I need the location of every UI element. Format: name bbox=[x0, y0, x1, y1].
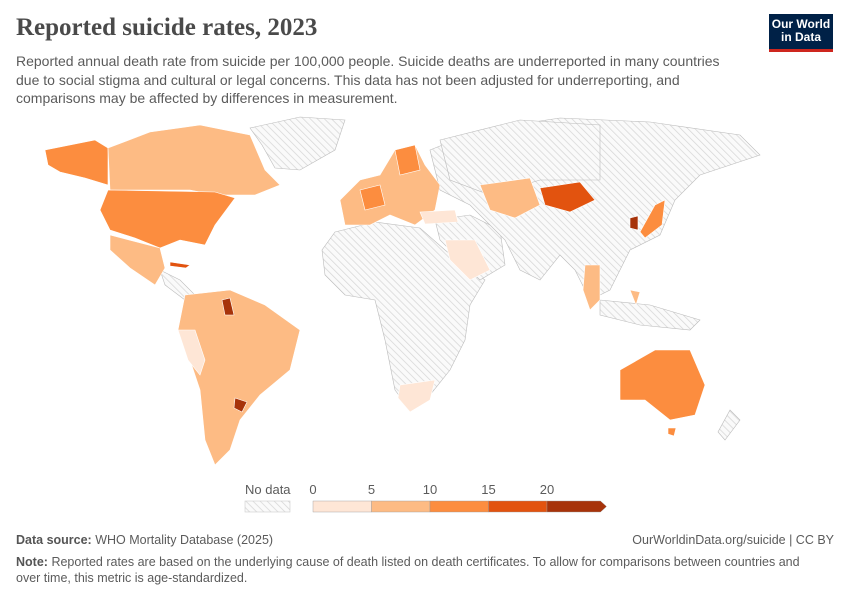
region-russia[interactable] bbox=[439, 119, 601, 196]
color-legend: No data 0 5 10 15 20 bbox=[244, 482, 607, 513]
region-kazakhstan[interactable] bbox=[479, 177, 541, 219]
region-tasmania[interactable] bbox=[667, 427, 677, 437]
data-source: Data source: WHO Mortality Database (202… bbox=[16, 533, 273, 547]
region-greenland[interactable] bbox=[249, 116, 346, 171]
region-saudi[interactable] bbox=[444, 239, 491, 281]
region-south-america[interactable] bbox=[177, 289, 301, 466]
region-alaska[interactable] bbox=[44, 139, 109, 186]
legend-tick-label: 0 bbox=[309, 482, 316, 497]
note: Note: Reported rates are based on the un… bbox=[16, 554, 816, 586]
legend-tick-label: 5 bbox=[368, 482, 375, 497]
legend-tick-label: 20 bbox=[540, 482, 554, 497]
region-thailand[interactable] bbox=[582, 264, 601, 311]
region-philippines[interactable] bbox=[629, 289, 641, 306]
note-label: Note: bbox=[16, 555, 48, 569]
region-mongolia[interactable] bbox=[539, 181, 596, 213]
legend-tick-label: 15 bbox=[481, 482, 495, 497]
region-australia[interactable] bbox=[619, 349, 706, 421]
region-cuba[interactable] bbox=[169, 261, 191, 269]
source-text: WHO Mortality Database (2025) bbox=[95, 533, 274, 547]
legend-tick-label: 10 bbox=[423, 482, 437, 497]
owid-logo[interactable]: Our World in Data bbox=[769, 14, 833, 52]
region-canada[interactable] bbox=[107, 124, 281, 196]
region-europe-high[interactable] bbox=[359, 144, 421, 211]
region-japan[interactable] bbox=[639, 199, 666, 239]
region-peru[interactable] bbox=[177, 329, 206, 376]
region-africa[interactable] bbox=[321, 221, 486, 411]
subtitle: Reported annual death rate from suicide … bbox=[16, 53, 720, 106]
credit-link[interactable]: OurWorldinData.org/suicide | CC BY bbox=[632, 533, 834, 547]
region-southeast-asia-islands[interactable] bbox=[599, 299, 701, 331]
legend-bin-4[interactable] bbox=[546, 500, 607, 513]
note-text: Reported rates are based on the underlyi… bbox=[16, 555, 800, 585]
region-turkey[interactable] bbox=[419, 209, 459, 225]
legend-bin-3[interactable] bbox=[488, 500, 548, 513]
region-mexico[interactable] bbox=[109, 234, 166, 286]
region-south-africa[interactable] bbox=[397, 379, 436, 413]
source-label: Data source: bbox=[16, 533, 92, 547]
legend-bin-1[interactable] bbox=[371, 500, 431, 513]
region-uruguay[interactable] bbox=[233, 397, 248, 413]
region-south-korea[interactable] bbox=[629, 215, 639, 231]
legend-bin-2[interactable] bbox=[429, 500, 489, 513]
region-usa[interactable] bbox=[99, 189, 236, 249]
legend-no-data-label: No data bbox=[245, 482, 291, 497]
legend-bin-0[interactable] bbox=[312, 500, 372, 513]
legend-no-data-swatch bbox=[244, 500, 291, 513]
page-title: Reported suicide rates, 2023 bbox=[16, 14, 318, 41]
world-map[interactable] bbox=[0, 110, 850, 475]
region-guyana[interactable] bbox=[221, 297, 235, 316]
region-new-zealand[interactable] bbox=[717, 409, 741, 441]
